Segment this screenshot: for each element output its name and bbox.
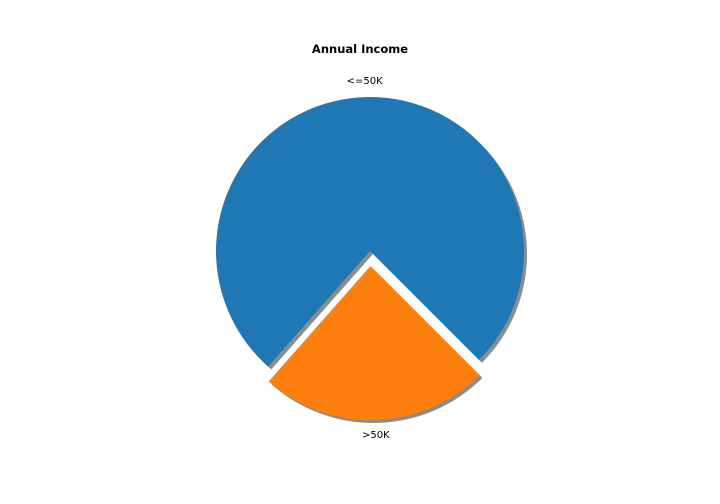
slice-label-gt-50k: >50K [362,430,390,441]
pie-slice-le-50k [216,97,524,367]
pie-slice-gt-50k [268,265,480,420]
slice-layer [216,97,524,420]
slice-label-le-50k: <=50K [347,76,383,87]
chart-title: Annual Income [311,42,409,56]
label-layer: <=50K >50K [347,76,390,441]
